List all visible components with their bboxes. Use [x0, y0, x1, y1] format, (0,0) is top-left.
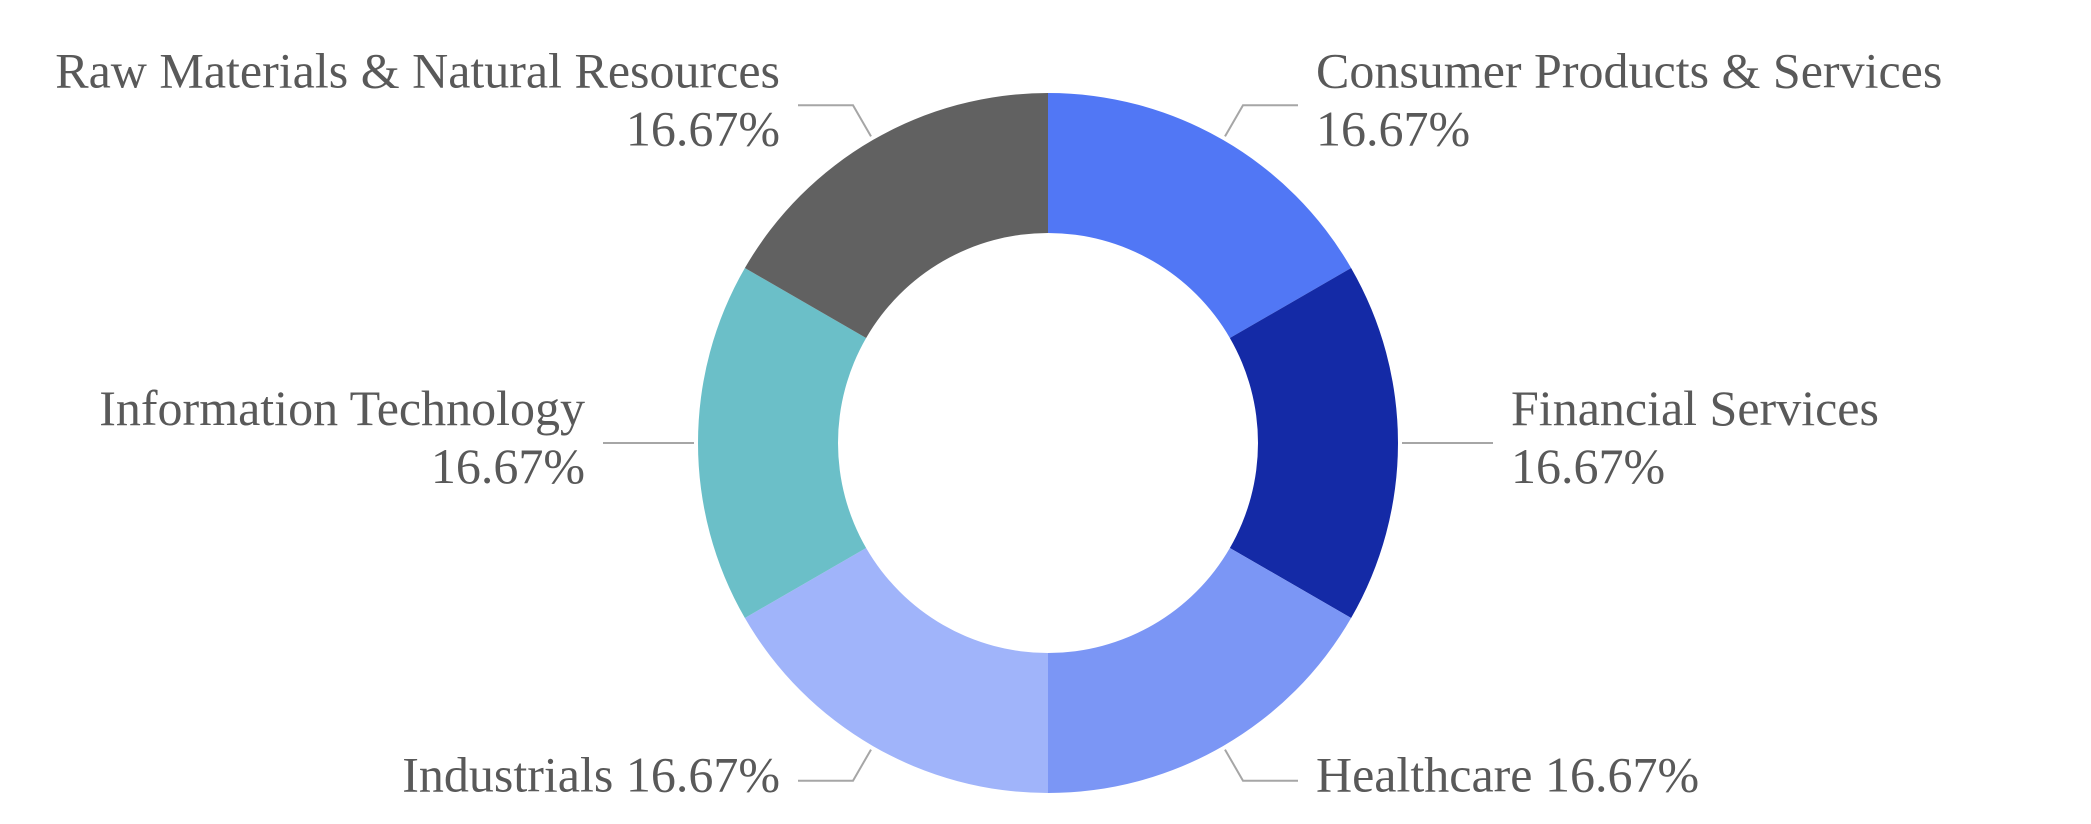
- leader-line: [798, 104, 872, 137]
- leader-line: [1224, 104, 1298, 137]
- label-value: 16.67%: [1316, 101, 1470, 157]
- slice: [744, 548, 1048, 793]
- label-name: Industrials: [402, 747, 613, 803]
- label-value: 16.67%: [626, 747, 780, 803]
- leader-line: [798, 749, 872, 782]
- data-label: Raw Materials & Natural Resources 16.67%: [55, 43, 780, 157]
- label-value: 16.67%: [1511, 438, 1665, 494]
- slice: [698, 268, 867, 618]
- slice: [1229, 268, 1398, 618]
- label-name: Information Technology: [99, 380, 585, 436]
- slice: [744, 93, 1048, 338]
- data-label: Industrials 16.67%: [402, 747, 780, 803]
- label-value: 16.67%: [626, 101, 780, 157]
- label-name: Raw Materials & Natural Resources: [55, 43, 780, 99]
- slice: [1048, 548, 1352, 793]
- label-value: 16.67%: [1545, 747, 1699, 803]
- label-name: Healthcare: [1316, 747, 1533, 803]
- label-name: Consumer Products & Services: [1316, 43, 1942, 99]
- label-value: 16.67%: [431, 438, 585, 494]
- data-label: Financial Services 16.67%: [1511, 380, 1879, 494]
- label-name: Financial Services: [1511, 380, 1879, 436]
- slice: [1048, 93, 1352, 338]
- data-label: Consumer Products & Services 16.67%: [1316, 43, 1942, 157]
- data-label: Information Technology 16.67%: [99, 380, 585, 494]
- leader-line: [1224, 749, 1298, 782]
- data-label: Healthcare 16.67%: [1316, 747, 1699, 803]
